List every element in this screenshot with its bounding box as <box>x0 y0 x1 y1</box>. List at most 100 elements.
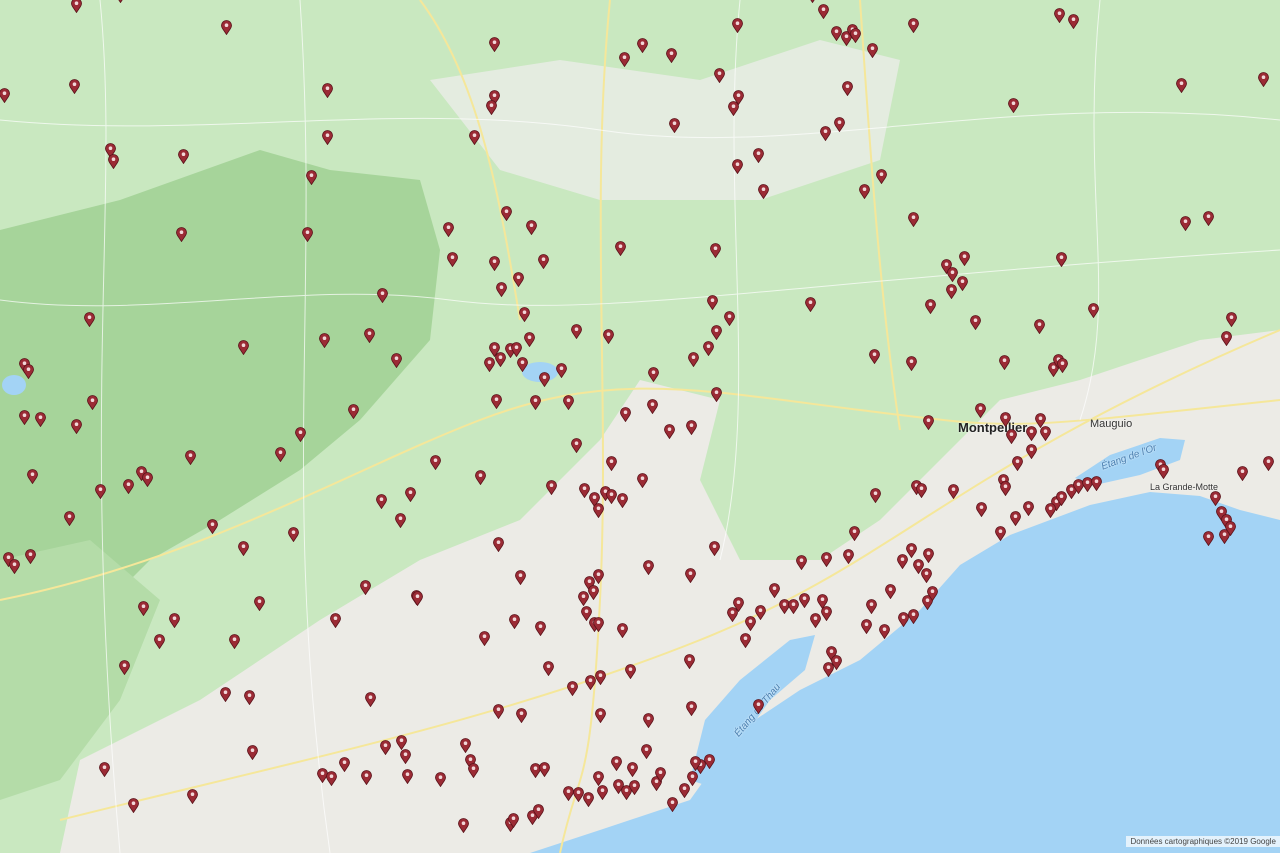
map-pin-icon[interactable] <box>733 597 744 612</box>
map-pin-icon[interactable] <box>365 692 376 707</box>
map-pin-icon[interactable] <box>583 792 594 807</box>
map-pin-icon[interactable] <box>906 543 917 558</box>
map-pin-icon[interactable] <box>517 357 528 372</box>
map-pin-icon[interactable] <box>238 541 249 556</box>
map-pin-icon[interactable] <box>686 701 697 716</box>
map-pin-icon[interactable] <box>859 184 870 199</box>
map-pin-icon[interactable] <box>119 660 130 675</box>
map-pin-icon[interactable] <box>443 222 454 237</box>
map-pin-icon[interactable] <box>484 357 495 372</box>
map-pin-icon[interactable] <box>687 771 698 786</box>
map-pin-icon[interactable] <box>908 212 919 227</box>
map-pin-icon[interactable] <box>861 619 872 634</box>
map-pin-icon[interactable] <box>123 479 134 494</box>
map-pin-icon[interactable] <box>176 227 187 242</box>
map-pin-icon[interactable] <box>238 340 249 355</box>
map-pin-icon[interactable] <box>669 118 680 133</box>
map-pin-icon[interactable] <box>957 276 968 291</box>
map-pin-icon[interactable] <box>306 170 317 185</box>
map-pin-icon[interactable] <box>589 492 600 507</box>
map-pin-icon[interactable] <box>1258 72 1269 87</box>
map-pin-icon[interactable] <box>501 206 512 221</box>
map-pin-icon[interactable] <box>796 555 807 570</box>
map-pin-icon[interactable] <box>489 342 500 357</box>
map-pin-icon[interactable] <box>755 605 766 620</box>
map-pin-icon[interactable] <box>99 762 110 777</box>
map-pin-icon[interactable] <box>1035 413 1046 428</box>
map-pin-icon[interactable] <box>87 395 98 410</box>
map-pin-icon[interactable] <box>489 37 500 52</box>
map-pin-icon[interactable] <box>535 621 546 636</box>
map-pin-icon[interactable] <box>593 617 604 632</box>
map-pin-icon[interactable] <box>546 480 557 495</box>
map-pin-icon[interactable] <box>637 38 648 53</box>
map-pin-icon[interactable] <box>35 412 46 427</box>
map-pin-icon[interactable] <box>1010 511 1021 526</box>
map-pin-icon[interactable] <box>651 776 662 791</box>
map-pin-icon[interactable] <box>395 513 406 528</box>
map-pin-icon[interactable] <box>360 580 371 595</box>
map-pin-icon[interactable] <box>527 810 538 825</box>
map-pin-icon[interactable] <box>1008 98 1019 113</box>
map-pin-icon[interactable] <box>821 606 832 621</box>
map-pin-icon[interactable] <box>841 31 852 46</box>
map-pin-icon[interactable] <box>769 583 780 598</box>
map-pin-icon[interactable] <box>831 655 842 670</box>
map-pin-icon[interactable] <box>519 307 530 322</box>
map-pin-icon[interactable] <box>946 284 957 299</box>
map-pin-icon[interactable] <box>244 690 255 705</box>
map-pin-icon[interactable] <box>23 364 34 379</box>
map-pin-icon[interactable] <box>1216 506 1227 521</box>
map-pin-icon[interactable] <box>1091 476 1102 491</box>
map-pin-icon[interactable] <box>489 90 500 105</box>
map-pin-icon[interactable] <box>1000 412 1011 427</box>
map-pin-icon[interactable] <box>817 594 828 609</box>
map-pin-icon[interactable] <box>704 754 715 769</box>
map-pin-icon[interactable] <box>1158 464 1169 479</box>
map-pin-icon[interactable] <box>823 662 834 677</box>
map-pin-icon[interactable] <box>25 549 36 564</box>
map-pin-icon[interactable] <box>593 771 604 786</box>
map-pin-icon[interactable] <box>667 797 678 812</box>
map-pin-icon[interactable] <box>593 569 604 584</box>
map-pin-icon[interactable] <box>447 252 458 267</box>
map-pin-icon[interactable] <box>1054 8 1065 23</box>
map-pin-icon[interactable] <box>322 130 333 145</box>
map-pin-icon[interactable] <box>539 762 550 777</box>
map-pin-icon[interactable] <box>867 43 878 58</box>
map-pin-icon[interactable] <box>1026 444 1037 459</box>
map-pin-icon[interactable] <box>843 549 854 564</box>
map-pin-icon[interactable] <box>876 169 887 184</box>
map-pin-icon[interactable] <box>684 654 695 669</box>
map-pin-icon[interactable] <box>524 332 535 347</box>
map-pin-icon[interactable] <box>405 487 416 502</box>
map-pin-icon[interactable] <box>947 267 958 282</box>
map-pin-icon[interactable] <box>834 117 845 132</box>
map-pin-icon[interactable] <box>999 355 1010 370</box>
map-pin-icon[interactable] <box>686 420 697 435</box>
map-pin-icon[interactable] <box>1066 484 1077 499</box>
map-pin-icon[interactable] <box>745 616 756 631</box>
map-pin-icon[interactable] <box>489 256 500 271</box>
map-pin-icon[interactable] <box>339 757 350 772</box>
map-pin-icon[interactable] <box>221 20 232 35</box>
map-pin-icon[interactable] <box>826 646 837 661</box>
map-pin-icon[interactable] <box>615 241 626 256</box>
map-pin-icon[interactable] <box>620 407 631 422</box>
map-pin-icon[interactable] <box>475 470 486 485</box>
map-pin-icon[interactable] <box>84 312 95 327</box>
map-pin-icon[interactable] <box>539 372 550 387</box>
map-pin-icon[interactable] <box>995 526 1006 541</box>
map-pin-icon[interactable] <box>493 704 504 719</box>
map-pin-icon[interactable] <box>511 342 522 357</box>
map-pin-icon[interactable] <box>637 473 648 488</box>
map-pin-icon[interactable] <box>27 469 38 484</box>
map-pin-icon[interactable] <box>229 634 240 649</box>
map-pin-icon[interactable] <box>1225 521 1236 536</box>
map-pin-icon[interactable] <box>361 770 372 785</box>
map-pin-icon[interactable] <box>732 18 743 33</box>
map-pin-icon[interactable] <box>732 159 743 174</box>
map-pin-icon[interactable] <box>595 708 606 723</box>
map-pin-icon[interactable] <box>842 81 853 96</box>
map-pin-icon[interactable] <box>922 595 933 610</box>
